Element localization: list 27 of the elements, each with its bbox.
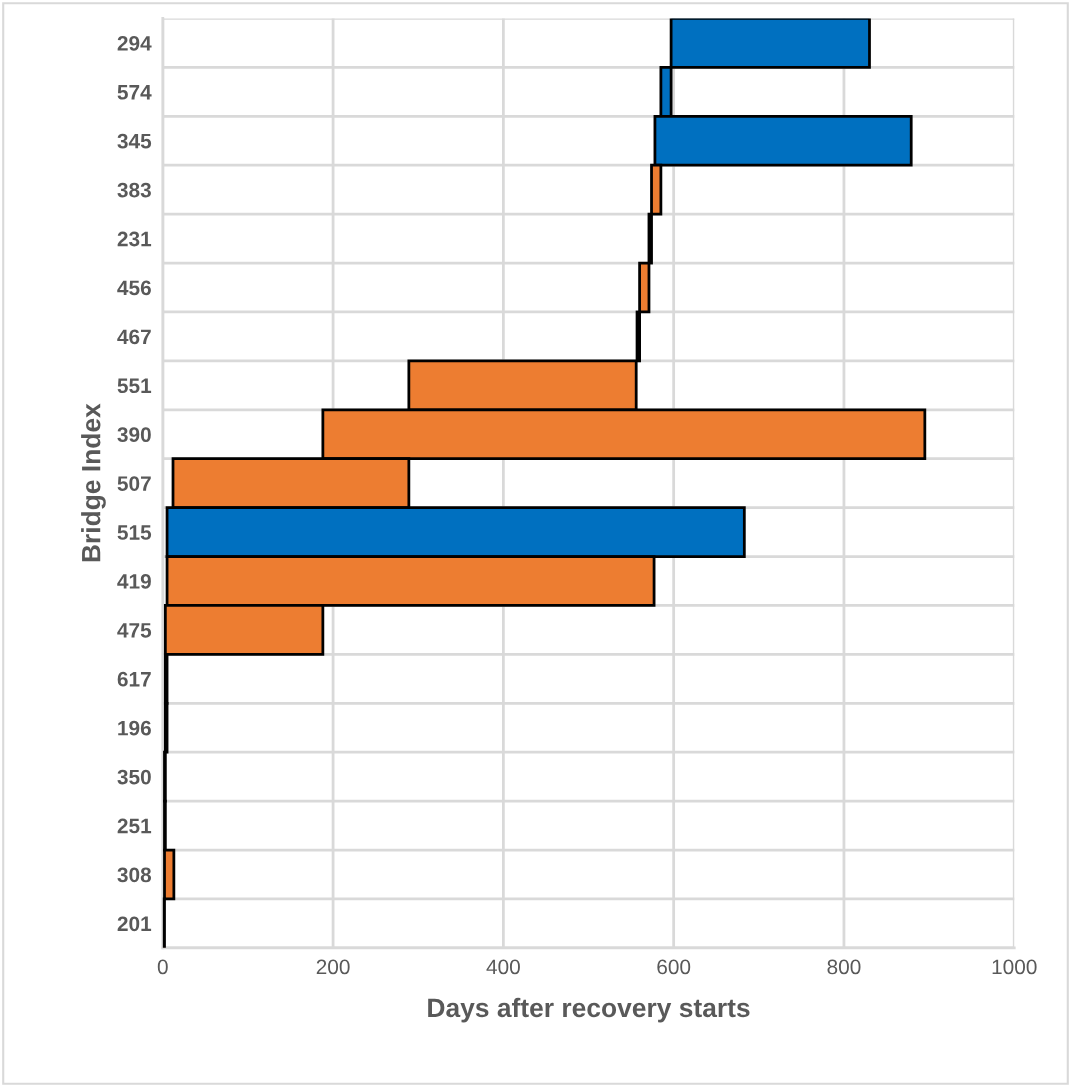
y-tick-label: 201 — [117, 916, 152, 932]
y-tick-label: 383 — [117, 182, 151, 198]
y-tick-label: 345 — [117, 133, 152, 149]
x-tick-label: 800 — [827, 959, 861, 975]
y-axis-title: Bridge Index — [81, 403, 106, 562]
y-tick-label: 467 — [117, 329, 151, 345]
y-tick-label: 196 — [118, 720, 151, 736]
y-tick-label: 574 — [117, 85, 152, 100]
x-tick-label: 600 — [657, 959, 691, 975]
y-tick-label: 515 — [117, 525, 152, 540]
y-tick-label: 294 — [117, 35, 152, 51]
y-tick-label: 456 — [117, 280, 151, 296]
y-tick-label: 390 — [117, 427, 151, 443]
y-tick-label: 617 — [117, 671, 151, 687]
y-tick-label: 308 — [117, 867, 152, 883]
x-axis-title: Days after recovery starts — [428, 997, 750, 1023]
y-tick-label: 251 — [117, 818, 152, 834]
x-tick-label: 0 — [157, 959, 168, 975]
y-tick-label: 231 — [117, 231, 152, 247]
y-tick-label: 419 — [117, 574, 151, 589]
x-tick-label: 400 — [486, 959, 520, 975]
x-tick-label: 200 — [316, 959, 350, 975]
y-tick-label: 475 — [117, 623, 152, 638]
y-tick-label: 350 — [117, 769, 151, 785]
x-tick-label: 1000 — [992, 959, 1037, 975]
y-tick-label: 507 — [117, 476, 151, 491]
y-tick-label: 551 — [117, 378, 152, 394]
